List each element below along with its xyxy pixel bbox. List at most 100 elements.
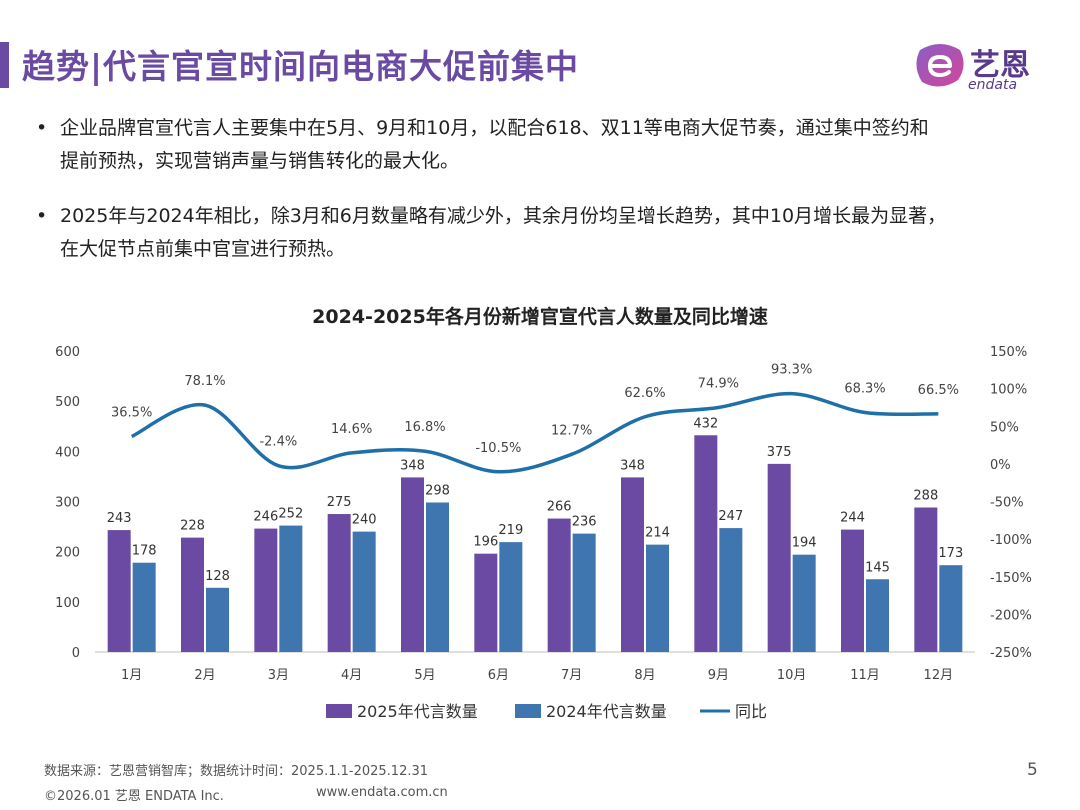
x-tick-label: 2月 — [194, 668, 215, 683]
bar-2025-label: 288 — [913, 489, 938, 504]
y2-tick-label: -150% — [990, 571, 1032, 586]
bar-2025[interactable] — [767, 463, 791, 652]
logo-chinese-text: 艺恩 — [970, 48, 1030, 83]
endata-logo: 艺恩 endata — [912, 40, 1062, 100]
bar-2025-label: 243 — [107, 511, 132, 526]
bar-2024[interactable] — [279, 525, 303, 652]
legend-2025-label: 2025年代言数量 — [357, 702, 478, 721]
bar-2024[interactable] — [792, 554, 816, 652]
bar-2024-label: 219 — [498, 523, 523, 538]
title-accent-bar — [0, 42, 9, 88]
bar-2024[interactable] — [352, 531, 376, 652]
combo-chart: 0 100 200 300 400 500 600 -250% -200% -150% -100% -… — [55, 345, 1032, 721]
yoy-growth-line[interactable] — [130, 391, 939, 474]
x-tick-label: 9月 — [708, 668, 729, 683]
bar-2024-label: 178 — [132, 544, 157, 559]
bullet-1-line-1: 企业品牌官宣代言人主要集中在5月、9月和10月，以配合618、双11等电商大促节… — [60, 117, 929, 139]
y2-tick-label: -250% — [990, 646, 1032, 661]
y2-tick-label: -200% — [990, 608, 1032, 623]
bar-2024-label: 240 — [352, 513, 377, 528]
y-tick-label: 300 — [55, 496, 80, 511]
x-tick-label: 4月 — [341, 668, 362, 683]
bar-2024-label: 236 — [572, 515, 597, 530]
legend-2024-label: 2024年代言数量 — [546, 702, 667, 721]
bar-2024[interactable] — [132, 562, 156, 652]
bar-2025[interactable] — [474, 553, 498, 652]
bar-2025[interactable] — [841, 529, 864, 652]
bar-2024[interactable] — [426, 502, 449, 652]
bar-2024[interactable] — [719, 528, 743, 652]
bar-2025-label: 246 — [253, 510, 278, 525]
bar-2025[interactable] — [914, 507, 938, 652]
yoy-growth-label: 14.6% — [331, 422, 372, 437]
bar-2025[interactable] — [181, 537, 204, 652]
y2-tick-label: 0% — [990, 458, 1011, 473]
y2-tick-label: 150% — [990, 345, 1027, 360]
bullet-2-line-1: 2025年与2024年相比，除3月和6月数量略有减少外，其余月份均呈增长趋势，其… — [60, 205, 947, 227]
y-tick-label: 400 — [55, 445, 80, 460]
y2-tick-label: -100% — [990, 533, 1032, 548]
bar-2024[interactable] — [939, 565, 963, 652]
bar-2025-label: 432 — [693, 416, 718, 431]
x-tick-label: 11月 — [850, 668, 880, 683]
page-number: 5 — [1027, 760, 1038, 780]
yoy-growth-label: 16.8% — [404, 420, 445, 435]
bar-2025-label: 348 — [400, 458, 425, 473]
bar-2025[interactable] — [694, 435, 718, 652]
x-tick-label: 12月 — [924, 668, 954, 683]
bullet-marker: • — [36, 117, 48, 139]
yoy-growth-label: 74.9% — [698, 377, 739, 392]
yoy-growth-label: 68.3% — [844, 381, 885, 396]
bar-2025[interactable] — [401, 477, 424, 652]
bar-2024-label: 145 — [865, 560, 890, 575]
x-tick-label: 1月 — [121, 668, 142, 683]
bullet-1: • 企业品牌官宣代言人主要集中在5月、9月和10月，以配合618、双11等电商大… — [36, 112, 1066, 182]
y-tick-label: 100 — [55, 596, 80, 611]
y2-tick-label: 100% — [990, 383, 1027, 398]
bar-2025[interactable] — [621, 477, 644, 652]
bar-2025[interactable] — [254, 528, 278, 652]
page-title: 趋势|代言官宣时间向电商大促前集中 — [22, 47, 580, 86]
bar-2025[interactable] — [547, 518, 571, 652]
bar-2024[interactable] — [572, 533, 596, 652]
bar-2025-label: 228 — [180, 519, 205, 534]
y2-tick-label: 50% — [990, 420, 1019, 435]
x-tick-label: 3月 — [268, 668, 289, 683]
bullet-marker: • — [36, 205, 48, 227]
bullet-2-line-2: 在大促节点前集中官宣进行预热。 — [60, 238, 346, 260]
bar-2025[interactable] — [107, 530, 131, 652]
data-source: 数据来源：艺恩营销智库；数据统计时间：2025.1.1-2025.12.31 — [44, 764, 429, 779]
yoy-growth-label: -2.4% — [259, 435, 297, 450]
bar-2025-label: 348 — [620, 458, 645, 473]
bar-2024[interactable] — [866, 579, 889, 652]
endata-logo-icon — [916, 44, 964, 87]
chart-title: 2024-2025年各月份新增官宣代言人数量及同比增速 — [312, 306, 768, 328]
bar-2025-label: 275 — [327, 495, 352, 510]
bar-2024-label: 298 — [425, 484, 450, 499]
bar-2025-label: 196 — [473, 535, 498, 550]
x-tick-label: 5月 — [414, 668, 435, 683]
y-tick-label: 600 — [55, 345, 80, 360]
x-tick-label: 10月 — [777, 668, 807, 683]
y-tick-label: 200 — [55, 546, 80, 561]
bar-2024-label: 247 — [718, 509, 743, 524]
bar-2025-label: 375 — [767, 445, 792, 460]
x-tick-label: 6月 — [488, 668, 509, 683]
bar-2025-label: 244 — [840, 511, 865, 526]
bar-2024-label: 128 — [205, 569, 230, 584]
legend-2025-swatch — [326, 704, 352, 718]
yoy-growth-label: 12.7% — [551, 423, 592, 438]
x-tick-label: 8月 — [634, 668, 655, 683]
bullet-1-line-2: 提前预热，实现营销声量与销售转化的最大化。 — [60, 150, 460, 172]
bar-2025-label: 266 — [547, 500, 572, 515]
legend-2024-swatch — [515, 704, 541, 718]
bar-2024[interactable] — [499, 542, 523, 652]
y2-tick-label: -50% — [990, 496, 1024, 511]
bar-2024-label: 214 — [645, 526, 670, 541]
bar-2024[interactable] — [206, 587, 229, 652]
bar-2025[interactable] — [327, 514, 351, 652]
website-link[interactable]: www.endata.com.cn — [316, 785, 448, 800]
yoy-growth-label: 78.1% — [184, 374, 225, 389]
bar-2024[interactable] — [646, 544, 669, 652]
x-tick-label: 7月 — [561, 668, 582, 683]
